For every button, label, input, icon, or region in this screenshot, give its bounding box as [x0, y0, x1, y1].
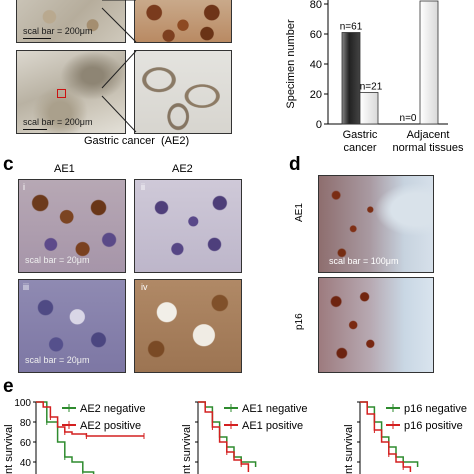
panel-c-letter: c [3, 154, 14, 175]
panel-b-data-label: n=61 [340, 22, 363, 33]
panel-c-roman-i: i [23, 182, 25, 192]
legend-label-negative: AE2 negative [80, 403, 145, 415]
panel-d-row1-label: AE1 [294, 203, 305, 222]
panel-c-col2-header: AE2 [172, 163, 193, 175]
panel-a-connector-bottom [101, 50, 137, 133]
panel-b-bar [341, 32, 361, 125]
panel-b-ylabel: Specimen number [285, 19, 297, 109]
panel-d-letter: d [289, 154, 301, 175]
panel-b-data-label: n=0 [400, 113, 417, 124]
panel-b-group-label: normal tissues [393, 142, 464, 154]
survival-plot: nt survival p16 negative p16 positive [343, 401, 467, 474]
panel-c-scale-i: scal bar = 20μm [25, 255, 90, 265]
survival-ytick-label: 60 [20, 438, 32, 449]
panel-b-ytick-label: 80 [310, 0, 322, 11]
legend-label-positive: p16 positive [404, 420, 463, 432]
survival-ytick-label: 80 [20, 418, 32, 429]
panel-b-ytick-label: 40 [310, 59, 322, 71]
survival-plot: nt survival 100 80 60 40 AE2 negative AE2 posi… [3, 398, 145, 474]
survival-ylabel: nt survival [3, 424, 15, 474]
panel-e-survival-curves: nt survival 100 80 60 40 AE2 negative AE2 posi… [3, 398, 467, 474]
panel-e-letter: e [3, 376, 14, 397]
survival-ytick-label: 100 [14, 398, 31, 409]
survival-ytick-label: 40 [20, 458, 32, 469]
survival-ylabel: nt survival [343, 424, 355, 474]
panel-b-ytick-label: 0 [316, 119, 322, 131]
panel-d-row2-label: p16 [294, 313, 305, 330]
panel-d-scale: scal bar = 100μm [329, 256, 399, 266]
panel-a-lowmag-top: scal bar = 200μm [16, 0, 126, 43]
legend-label-negative: p16 negative [404, 403, 467, 415]
panel-a-lowmag-bottom: scal bar = 200μm [16, 50, 126, 134]
legend-label-positive: AE2 positive [80, 420, 141, 432]
panel-a-roi-box [57, 89, 66, 98]
panel-a-connector-top [101, 0, 137, 43]
legend-label-negative: AE1 negative [242, 403, 307, 415]
legend-label-positive: AE1 positive [242, 420, 303, 432]
panel-b-ytick-label: 60 [310, 29, 322, 41]
survival-plot: nt survival AE1 negative AE1 positive [181, 401, 307, 474]
panel-b-bar [419, 0, 439, 125]
panel-b-group-label: Gastric [343, 129, 378, 141]
panel-c-scale-iii: scal bar = 20μm [25, 355, 90, 365]
survival-ylabel: nt survival [181, 424, 193, 474]
panel-b-data-label: n=21 [360, 82, 383, 93]
panel-a-scale-top: scal bar = 200μm [23, 26, 93, 36]
panel-a-highmag-bottom [134, 50, 232, 134]
panel-d-image-p16 [318, 277, 434, 373]
panel-d-image-ae1: scal bar = 100μm [318, 175, 434, 273]
panel-a-highmag-top [134, 0, 232, 43]
panel-a-caption: Gastric cancer (AE2) [84, 135, 190, 147]
panel-c-roman-iii: iii [23, 282, 29, 292]
panel-c-col1-header: AE1 [54, 163, 75, 175]
panel-b-group-label: cancer [343, 142, 376, 154]
panel-b-ytick-label: 20 [310, 89, 322, 101]
panel-c-image-iii: iii scal bar = 20μm [18, 279, 126, 373]
panel-c-image-i: i scal bar = 20μm [18, 179, 126, 273]
panel-c-image-iv: iv [134, 279, 242, 373]
panel-b-group-label: Adjacent [407, 129, 450, 141]
panel-b-bar-chart: Specimen number 0 20 40 60 80 n=61 n=21 n=0 Gas… [285, 0, 464, 154]
panel-b-bar [359, 92, 379, 125]
panel-c-roman-ii: ii [141, 182, 145, 192]
panel-c-image-ii: ii [134, 179, 242, 273]
panel-c-roman-iv: iv [141, 282, 148, 292]
panel-a-scale-bottom: scal bar = 200μm [23, 117, 93, 127]
